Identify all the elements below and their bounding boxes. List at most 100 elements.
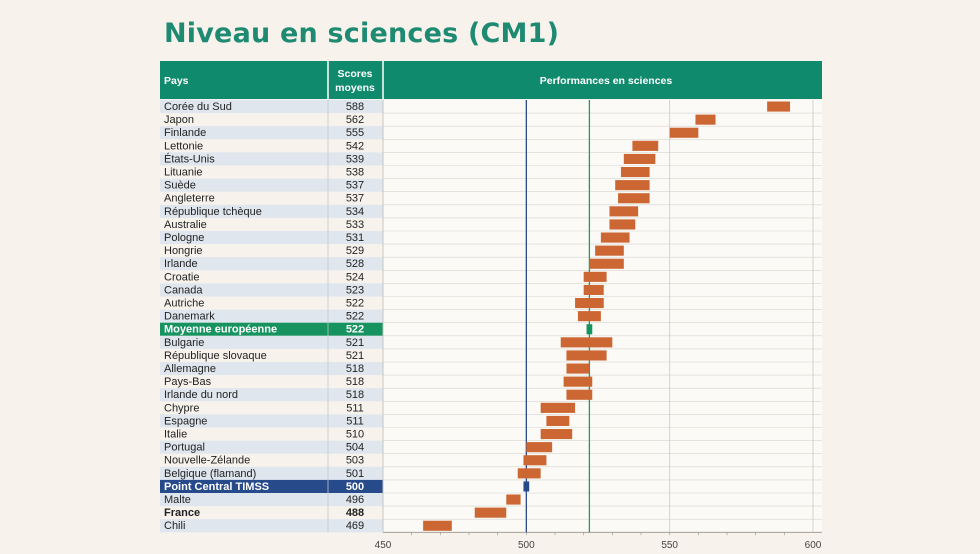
header-country: Pays: [164, 75, 189, 87]
score-label: 518: [346, 363, 364, 375]
plot-bg: [383, 100, 822, 533]
table-row-bg: [160, 335, 383, 349]
score-label: 531: [346, 232, 364, 244]
country-label: Bulgarie: [164, 337, 204, 349]
score-bar: [767, 101, 791, 112]
score-bar: [506, 494, 521, 505]
score-bar: [618, 193, 650, 204]
country-label: Belgique (flamand): [164, 468, 256, 480]
country-label: Chypre: [164, 402, 199, 414]
score-label: 539: [346, 153, 364, 165]
country-label: Chili: [164, 520, 185, 532]
table-row-bg: [160, 466, 383, 480]
x-tick-label: 450: [375, 540, 392, 551]
score-label: 523: [346, 284, 364, 296]
table-row-bg: [160, 414, 383, 428]
score-bar: [523, 455, 547, 466]
country-label: Italie: [164, 429, 187, 441]
country-label: Point Central TIMSS: [164, 481, 269, 493]
score-bar: [575, 298, 604, 309]
score-bar: [560, 337, 613, 348]
score-label: 555: [346, 127, 364, 139]
score-bar: [589, 258, 624, 269]
score-bar: [423, 520, 452, 531]
score-bar: [600, 232, 630, 243]
country-label: Croatie: [164, 271, 199, 283]
country-label: Lettonie: [164, 140, 203, 152]
score-bar: [540, 402, 576, 413]
score-label: 501: [346, 468, 364, 480]
score-bar: [615, 180, 650, 191]
country-label: Japon: [164, 114, 194, 126]
country-label: Angleterre: [164, 193, 215, 205]
table-row-bg: [160, 440, 383, 454]
table-header-bg: [160, 61, 822, 99]
score-bar: [526, 442, 553, 453]
country-label: Moyenne européenne: [164, 324, 277, 336]
score-bar: [609, 206, 639, 217]
country-label: France: [164, 507, 200, 519]
country-label: Malte: [164, 494, 191, 506]
score-bar: [517, 468, 541, 479]
table-row-bg: [160, 388, 383, 402]
country-label: Autriche: [164, 298, 204, 310]
score-label: 518: [346, 389, 364, 401]
score-bar: [583, 271, 607, 282]
score-label: 488: [346, 507, 364, 519]
score-label: 537: [346, 180, 364, 192]
country-label: Nouvelle-Zélande: [164, 455, 250, 467]
header-score-line2: moyens: [335, 82, 375, 94]
score-label: 500: [346, 481, 364, 493]
score-bar: [563, 376, 593, 387]
country-label: États-Unis: [164, 152, 215, 165]
score-label: 588: [346, 101, 364, 113]
table-row-bg: [160, 362, 383, 376]
score-label: 511: [346, 402, 364, 414]
country-label: République tchèque: [164, 206, 262, 218]
score-label: 503: [346, 455, 364, 467]
header-score-line1: Scores: [337, 68, 372, 80]
score-label: 562: [346, 114, 364, 126]
europe-average-marker: [586, 324, 593, 335]
score-bar: [566, 389, 593, 400]
score-label: 522: [346, 324, 364, 336]
table-row-bg: [160, 257, 383, 271]
table-row-bg: [160, 493, 383, 507]
score-label: 534: [346, 206, 364, 218]
score-label: 522: [346, 311, 364, 323]
score-label: 524: [346, 271, 364, 283]
country-label: Irlande du nord: [164, 389, 238, 401]
country-label: Suède: [164, 180, 196, 192]
country-label: Finlande: [164, 127, 206, 139]
x-tick-label: 500: [518, 540, 535, 551]
score-label: 542: [346, 140, 364, 152]
country-label: Allemagne: [164, 363, 216, 375]
score-label: 496: [346, 494, 364, 506]
country-label: Danemark: [164, 311, 215, 323]
score-label: 529: [346, 245, 364, 257]
score-bar: [577, 311, 601, 322]
country-label: Pologne: [164, 232, 204, 244]
table-row-bg: [160, 204, 383, 218]
score-bar: [595, 245, 624, 256]
score-bar: [566, 350, 607, 361]
table-row-bg: [160, 178, 383, 192]
score-label: 518: [346, 376, 364, 388]
table-row-bg: [160, 283, 383, 297]
score-label: 469: [346, 520, 364, 532]
score-label: 510: [346, 429, 364, 441]
score-bar: [566, 363, 590, 374]
table-row-bg: [160, 100, 383, 114]
score-bar: [623, 153, 656, 164]
country-label: Portugal: [164, 442, 205, 454]
country-label: Lituanie: [164, 167, 203, 179]
score-bar: [540, 429, 573, 440]
score-bar: [583, 284, 604, 295]
score-bar: [620, 167, 650, 178]
score-label: 538: [346, 167, 364, 179]
score-label: 504: [346, 442, 364, 454]
score-label: 522: [346, 298, 364, 310]
score-label: 537: [346, 193, 364, 205]
table-row-bg: [160, 231, 383, 245]
